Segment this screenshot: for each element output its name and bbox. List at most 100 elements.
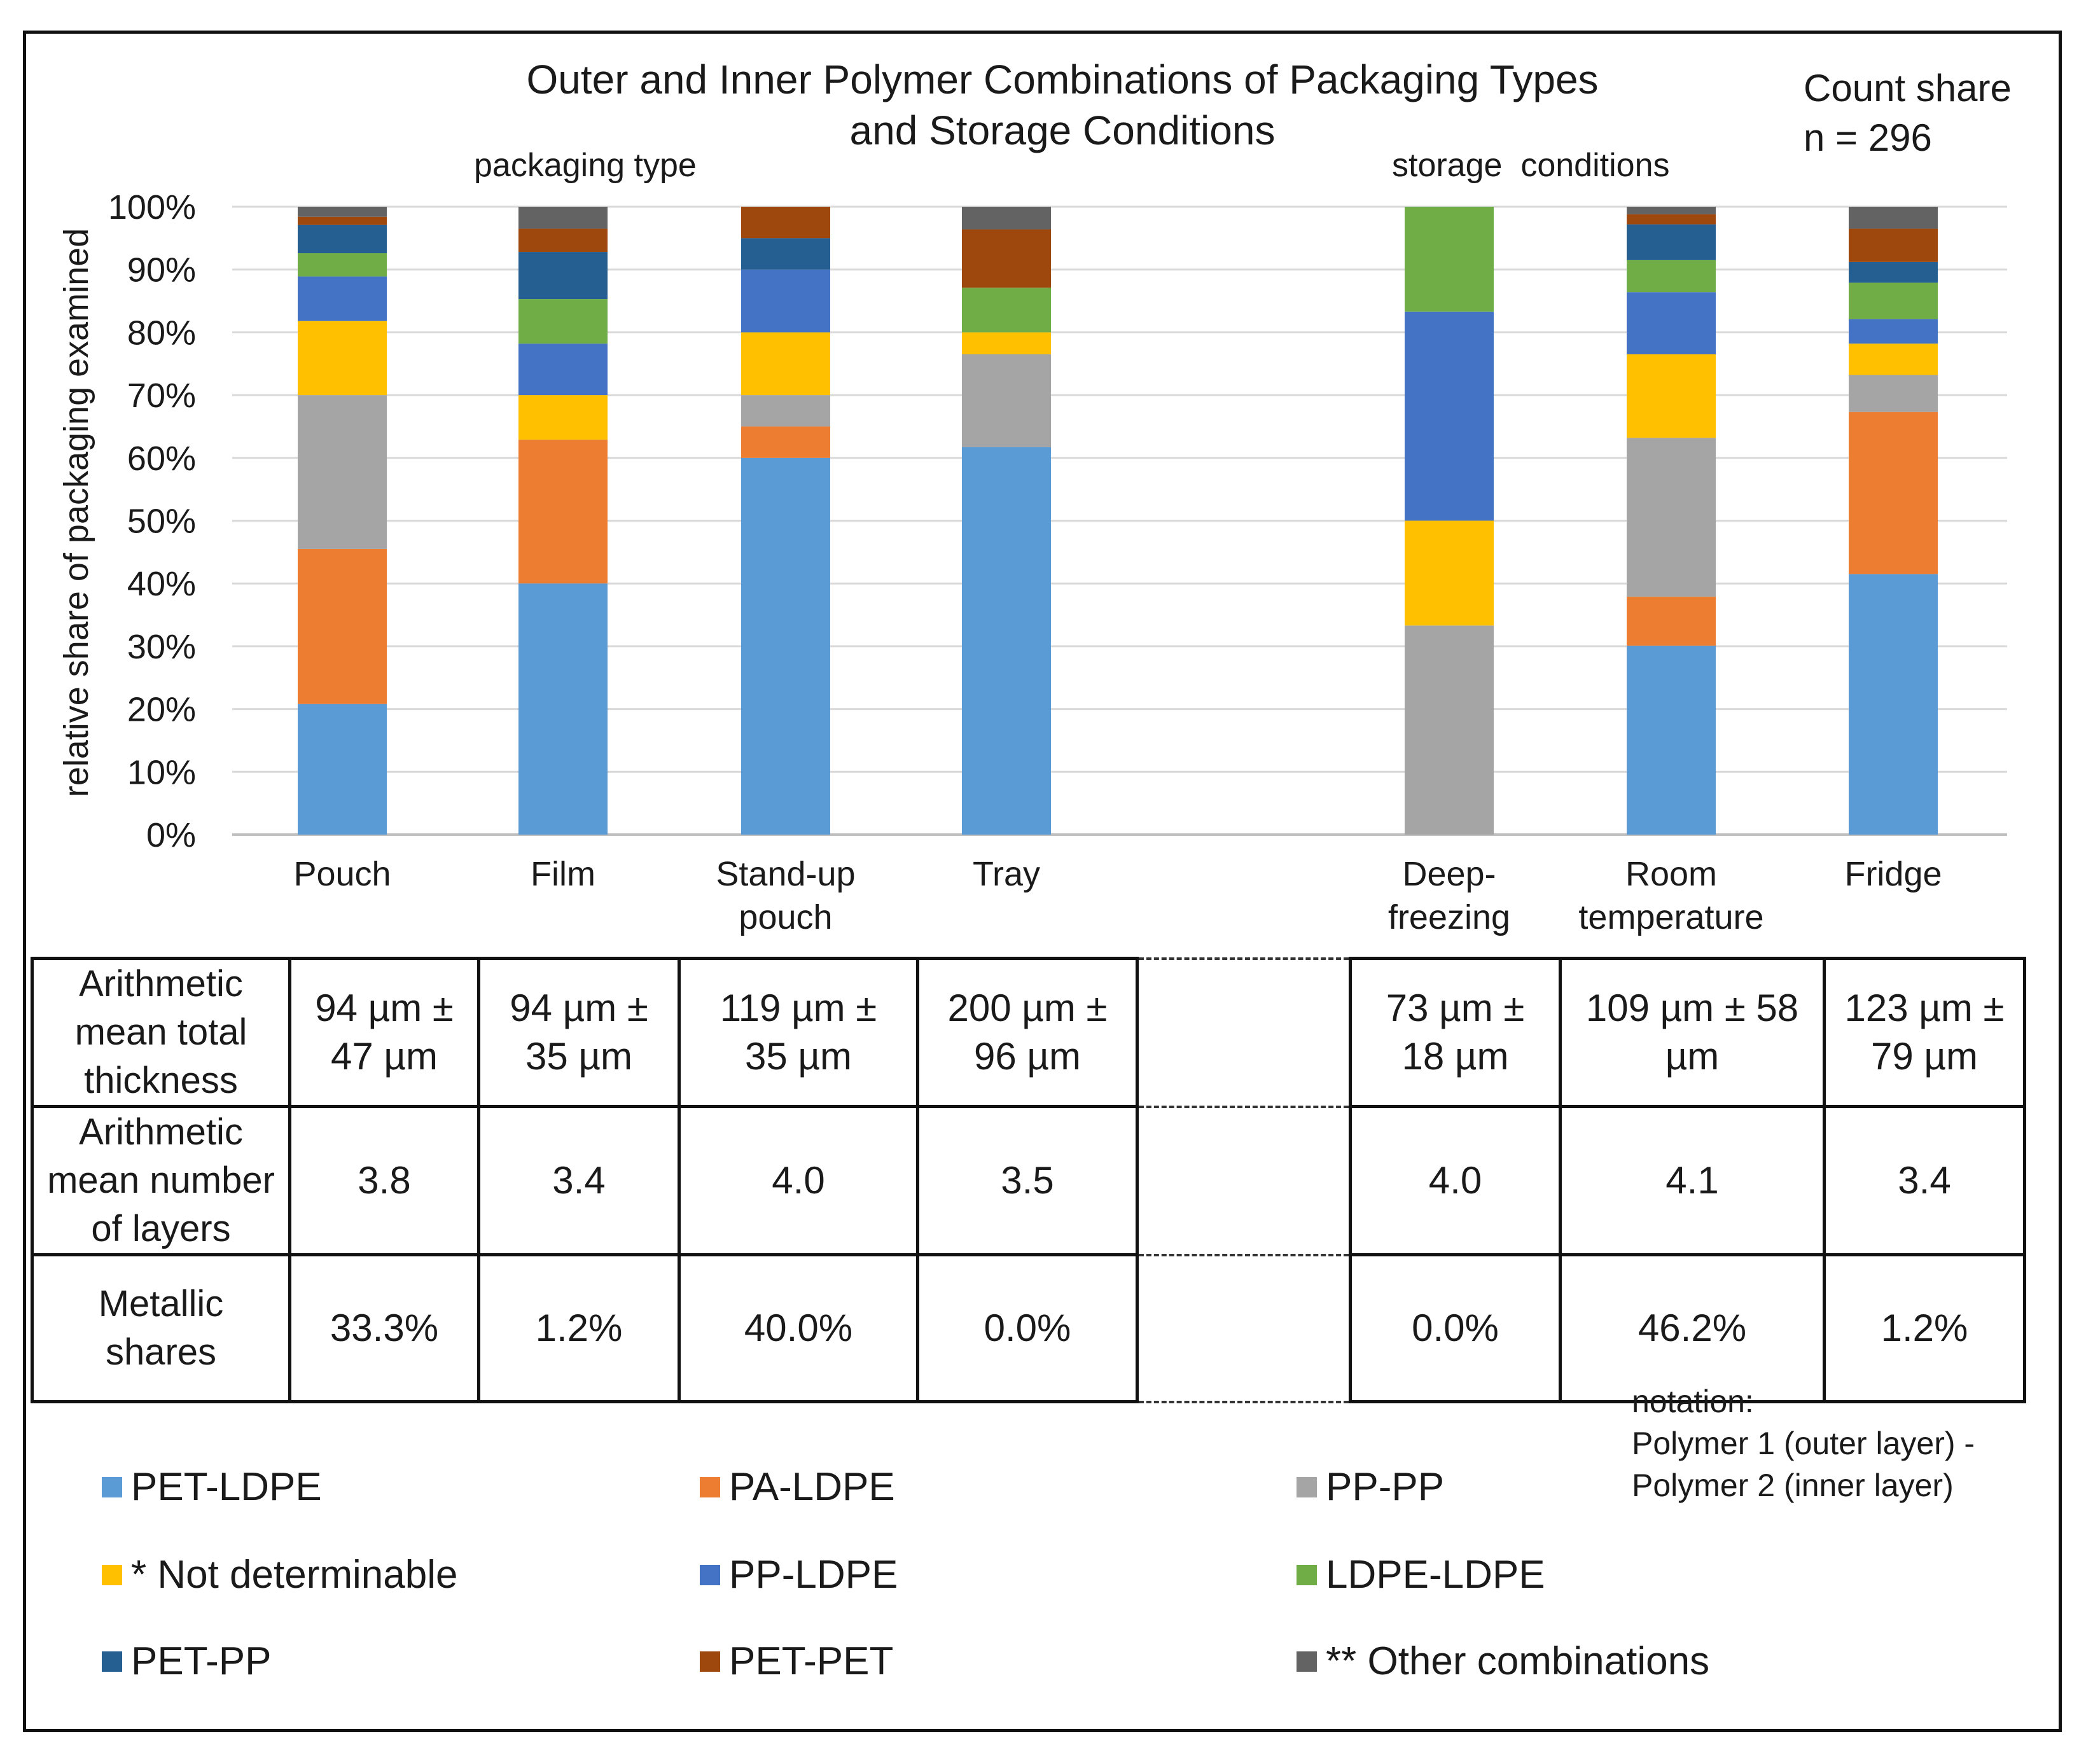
table-cell: 4.0 [678, 1105, 919, 1256]
row-header-line: Arithmetic [79, 963, 243, 1004]
legend-item: PA-LDPE [700, 1464, 895, 1510]
bar-segment [1849, 261, 1938, 283]
bar-segment [1849, 207, 1938, 229]
table-cell: 3.5 [916, 1105, 1139, 1256]
bar-segment [518, 228, 608, 253]
bar-segment [741, 269, 830, 333]
bar-segment [1849, 228, 1938, 262]
bar-segment [518, 207, 608, 229]
count-share-label: Count share [1804, 67, 2012, 109]
cell-line: 200 µm ± [947, 987, 1108, 1029]
legend-swatch [102, 1651, 122, 1672]
bar-segment [741, 238, 830, 270]
cell-line: 18 µm [1401, 1035, 1509, 1078]
table-cell: 123 µm ± 79 µm [1823, 957, 2026, 1108]
legend-item: LDPE-LDPE [1297, 1552, 1545, 1597]
bar-segment [1627, 292, 1716, 354]
category-label-fridge: Fridge [1791, 852, 1995, 896]
table-cell: 0.0% [916, 1253, 1139, 1403]
figure-frame [23, 31, 2062, 1732]
legend-swatch [700, 1476, 720, 1497]
legend-label: PP-LDPE [729, 1553, 898, 1597]
bar-segment [1627, 224, 1716, 260]
legend-label: PET-LDPE [131, 1465, 322, 1509]
legend-item: PET-PP [102, 1639, 272, 1684]
legend-item: PET-LDPE [102, 1464, 322, 1510]
legend-swatch [700, 1651, 720, 1672]
notation-line: Polymer 2 (inner layer) [1632, 1468, 1954, 1503]
row-header-line: Arithmetic [79, 1111, 243, 1153]
table-gap-cell [1136, 1105, 1352, 1256]
category-label-deep-freezing: Deep-freezing [1347, 852, 1551, 939]
bar-segment [962, 229, 1051, 288]
table-row: Metallic shares 33.3% 1.2% 40.0% 0.0% 0.… [31, 1253, 2026, 1403]
table-cell: 1.2% [477, 1253, 681, 1403]
legend-item: * Not determinable [102, 1552, 458, 1597]
y-tick-label: 50% [127, 503, 196, 541]
cell-line: µm [1665, 1035, 1720, 1078]
bar-segment [298, 276, 387, 321]
row-header-layers: Arithmetic mean number of layers [31, 1105, 291, 1256]
legend-item: PET-PET [700, 1639, 893, 1684]
bar-segment [1627, 596, 1716, 646]
table-cell: 33.3% [288, 1253, 480, 1403]
bar-segment [518, 299, 608, 344]
y-axis-label: relative share of packaging examined [57, 228, 95, 798]
row-header-metallic: Metallic shares [31, 1253, 291, 1403]
bar-segment [1627, 214, 1716, 225]
bar-segment [962, 207, 1051, 230]
table-cell: 3.4 [477, 1105, 681, 1256]
bar-segment [1405, 520, 1494, 626]
table-cell: 200 µm ± 96 µm [916, 957, 1139, 1108]
category-label-tray: Tray [905, 852, 1108, 896]
chart-title-line-1: Outer and Inner Polymer Combinations of … [526, 57, 1599, 102]
legend-swatch [1297, 1476, 1317, 1497]
table-gap-cell [1136, 957, 1352, 1108]
cell-line: 119 µm ± [720, 987, 877, 1029]
table-cell: 0.0% [1349, 1253, 1562, 1403]
bar-segment [741, 457, 830, 835]
summary-table: Arithmetic mean total thickness 94 µm ± 4… [31, 957, 2026, 1403]
table-cell: 73 µm ± 18 µm [1349, 957, 1562, 1108]
category-text: Tray [973, 855, 1040, 893]
bar-segment [962, 447, 1051, 835]
cell-line: 94 µm ± [315, 987, 454, 1029]
bar-segment [298, 216, 387, 225]
bar-segment [298, 253, 387, 277]
bar-segment [1627, 354, 1716, 438]
notation-note: notation: Polymer 1 (outer layer) - Poly… [1632, 1380, 1975, 1506]
y-tick-label: 90% [127, 251, 196, 289]
legend-swatch [102, 1476, 122, 1497]
row-header-line: mean number [47, 1160, 275, 1201]
cell-line: 109 µm ± 58 [1585, 987, 1799, 1029]
legend-label: PA-LDPE [729, 1465, 895, 1509]
cell-line: 94 µm ± [510, 987, 648, 1029]
y-tick-label: 100% [108, 188, 196, 226]
bar-segment [1849, 375, 1938, 412]
row-header-line: shares [105, 1331, 217, 1373]
bar-segment [741, 395, 830, 427]
legend-label: ** Other combinations [1326, 1639, 1710, 1683]
bar-segment [1627, 260, 1716, 293]
row-header-line: thickness [84, 1060, 238, 1101]
y-tick-label: 80% [127, 314, 196, 352]
group-label-packaging: packaging type [474, 147, 697, 184]
bar-segment [1405, 625, 1494, 835]
bar-segment [741, 426, 830, 458]
cell-line: 35 µm [745, 1035, 852, 1078]
bar-segment [1849, 319, 1938, 344]
cell-line: 73 µm ± [1386, 987, 1525, 1029]
bar-segment [1405, 207, 1494, 312]
legend-label: PP-PP [1326, 1465, 1445, 1509]
table-cell: 3.4 [1823, 1105, 2026, 1256]
row-header-line: Metallic [98, 1283, 224, 1324]
bar-segment [298, 321, 387, 396]
bar-segment [1849, 574, 1938, 835]
legend-label: PET-PET [729, 1639, 894, 1683]
table-cell: 4.1 [1559, 1105, 1826, 1256]
category-text: Film [531, 855, 595, 893]
notation-line: notation: [1632, 1384, 1754, 1419]
row-header-line: mean total [74, 1011, 247, 1053]
table-cell: 94 µm ± 35 µm [477, 957, 681, 1108]
category-text: temperature [1578, 898, 1764, 936]
